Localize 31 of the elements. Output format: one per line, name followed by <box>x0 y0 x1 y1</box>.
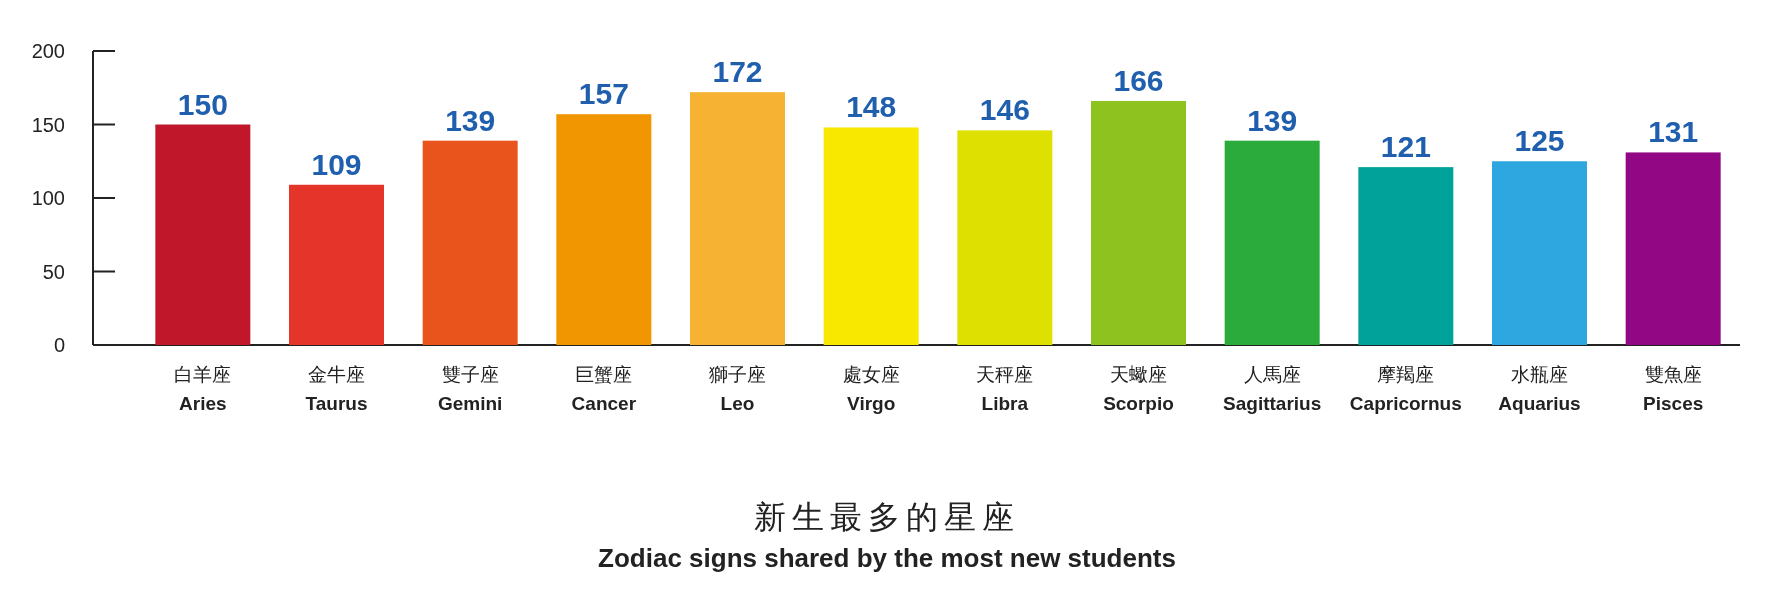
data-label: 139 <box>445 103 496 137</box>
x-tick-label: 白羊座 Aries <box>174 364 232 414</box>
data-label: 166 <box>1113 63 1164 97</box>
text: Zodiac signs shared by the most new students <box>598 543 1176 573</box>
text: 新生最多的星座 <box>754 499 1020 535</box>
data-label: 131 <box>1648 115 1699 149</box>
data-label: 125 <box>1514 124 1565 158</box>
x-tick-label: 水瓶座 Aquarius <box>1498 364 1581 414</box>
data-label: 121 <box>1380 130 1431 164</box>
y-tick-label: 200 <box>31 40 65 62</box>
data-label: 150 <box>177 87 228 121</box>
data-label: 172 <box>712 55 763 89</box>
x-tick-label: 天秤座 Libra <box>976 364 1034 414</box>
x-tick-label: 巨蟹座 Cancer <box>571 364 637 414</box>
y-tick-label: 50 <box>42 260 65 283</box>
x-tick-label: 獅子座 Leo <box>709 364 766 414</box>
data-label: 148 <box>846 90 897 124</box>
data-label: 139 <box>1247 103 1298 137</box>
x-tick-label: 天蠍座 Scorpio <box>1103 364 1174 414</box>
y-tick-label: 150 <box>31 113 65 136</box>
x-tick-label: 金牛座 Taurus <box>305 364 368 414</box>
y-tick-label: 100 <box>31 187 65 209</box>
x-tick-label: 摩羯座 Capricornus <box>1349 364 1462 414</box>
x-tick-label: 雙子座 Gemini <box>437 364 503 414</box>
y-tick-label: 0 <box>53 334 65 356</box>
x-tick-label: 雙魚座 Pisces <box>1643 364 1704 414</box>
x-tick-label: 人馬座 Sagittarius <box>1223 364 1322 414</box>
data-label: 109 <box>311 147 362 181</box>
x-tick-label: 處女座 Virgo <box>842 364 900 414</box>
data-label: 146 <box>979 93 1030 127</box>
data-label: 157 <box>578 77 629 111</box>
